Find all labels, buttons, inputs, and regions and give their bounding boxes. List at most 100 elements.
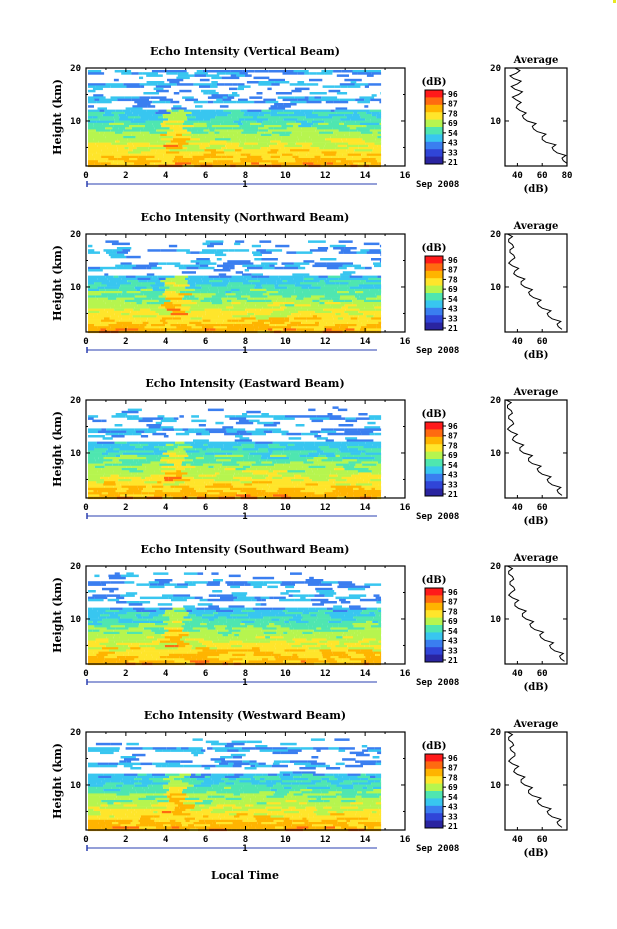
heatmap-cell [181, 158, 193, 161]
heatmap-cell [252, 251, 261, 254]
heatmap-cell [353, 815, 361, 818]
heatmap-cell [88, 114, 103, 117]
heatmap-cell [361, 485, 367, 489]
heatmap-cell [296, 468, 312, 471]
heatmap-cell [210, 811, 216, 814]
heatmap-cell [88, 485, 105, 489]
heatmap-cell [242, 273, 252, 276]
heatmap-cell [330, 472, 337, 475]
heatmap-cell [214, 625, 227, 628]
heatmap-cell [186, 609, 192, 613]
heatmap-cell [187, 472, 203, 475]
heatmap-cell [118, 822, 131, 825]
heatmap-cell [257, 786, 271, 790]
heatmap-cell [274, 463, 284, 467]
heatmap-cell [326, 767, 341, 770]
heatmap-cell [244, 483, 252, 486]
heatmap-cell [307, 583, 320, 586]
heatmap-cell [88, 153, 93, 157]
heatmap-cell [175, 819, 186, 823]
heatmap-cell [184, 775, 190, 779]
heatmap-cell [317, 775, 335, 779]
heatmap-cell [300, 642, 318, 646]
heatmap-cell [213, 642, 229, 646]
heatmap-cell [88, 607, 93, 611]
heatmap-cell [113, 470, 130, 473]
heatmap-cell [111, 775, 121, 779]
heatmap-cell [231, 649, 248, 652]
heatmap-cell [181, 463, 187, 467]
heatmap-cell [345, 437, 358, 440]
heatmap-cell [211, 802, 220, 805]
heatmap-cell [181, 476, 194, 480]
heatmap-cell [241, 443, 255, 447]
heatmap-cell [158, 109, 167, 113]
heatmap-cell [277, 457, 290, 460]
heatmap-cell [167, 795, 172, 799]
heatmap-cell [204, 607, 220, 611]
heatmap-cell [283, 109, 301, 113]
heatmap-cell [306, 474, 320, 478]
heatmap-cell [170, 824, 176, 827]
heatmap-cell [363, 808, 380, 812]
heatmap-cell [178, 144, 183, 148]
heatmap-cell [155, 421, 162, 425]
heatmap-cell [347, 822, 358, 825]
colorbar-segment [425, 156, 443, 165]
heatmap-cell [109, 321, 117, 325]
heatmap-cell [177, 160, 190, 163]
heatmap-cell [141, 629, 152, 633]
colorbar-tick-label: 33 [448, 314, 458, 323]
heatmap-cell [187, 280, 203, 283]
heatmap-cell [326, 266, 339, 270]
heatmap-cell [278, 487, 289, 491]
heatmap-cell [130, 120, 146, 124]
heatmap-cell [245, 302, 254, 305]
heatmap-cell [176, 470, 181, 473]
heatmap-cell [339, 747, 355, 750]
heatmap-cell [212, 786, 225, 790]
heatmap-cell [317, 795, 322, 799]
heatmap-cell [227, 319, 232, 323]
heatmap-cell [212, 817, 221, 821]
heatmap-cell [88, 656, 98, 659]
heatmap-cell [244, 142, 258, 146]
heatmap-cell [346, 109, 359, 113]
heatmap-cell [189, 308, 205, 312]
heatmap-cell [238, 634, 257, 637]
heatmap-cell [252, 472, 267, 475]
heatmap-cell [206, 125, 212, 128]
heatmap-cell [207, 244, 214, 248]
heatmap-cell [166, 747, 177, 750]
heatmap-cell [281, 778, 294, 781]
heatmap-cell [131, 642, 140, 646]
heatmap-cell [262, 293, 270, 296]
colorbar-tick-label: 33 [448, 480, 458, 489]
heatmap-cell [368, 299, 381, 303]
heatmap-cell [158, 295, 167, 298]
heatmap-cell [208, 815, 218, 818]
heatmap-cell [242, 470, 251, 473]
heatmap-cell [88, 284, 101, 287]
heatmap-cell [211, 94, 229, 97]
heatmap-cell [249, 96, 263, 99]
heatmap-cell [246, 293, 263, 296]
heatmap-cell [254, 443, 269, 447]
colorbar-segment [425, 768, 443, 777]
heatmap-cell [105, 136, 124, 139]
heatmap-cell [323, 806, 332, 810]
colorbar-frame [424, 753, 444, 829]
heatmap-cell [377, 446, 382, 449]
heatmap-cell [298, 266, 306, 270]
heatmap-cell [233, 581, 248, 584]
heatmap-cell [134, 295, 147, 298]
heatmap-cell [124, 581, 135, 584]
heatmap-cell [163, 155, 175, 159]
heatmap-cell [229, 87, 238, 91]
heatmap-cell [269, 616, 283, 619]
heatmap-cell [190, 479, 204, 482]
heatmap-cell [88, 96, 106, 99]
heatmap-cell [163, 485, 171, 489]
heatmap-cell [272, 749, 288, 752]
heatmap-cell [339, 284, 348, 287]
